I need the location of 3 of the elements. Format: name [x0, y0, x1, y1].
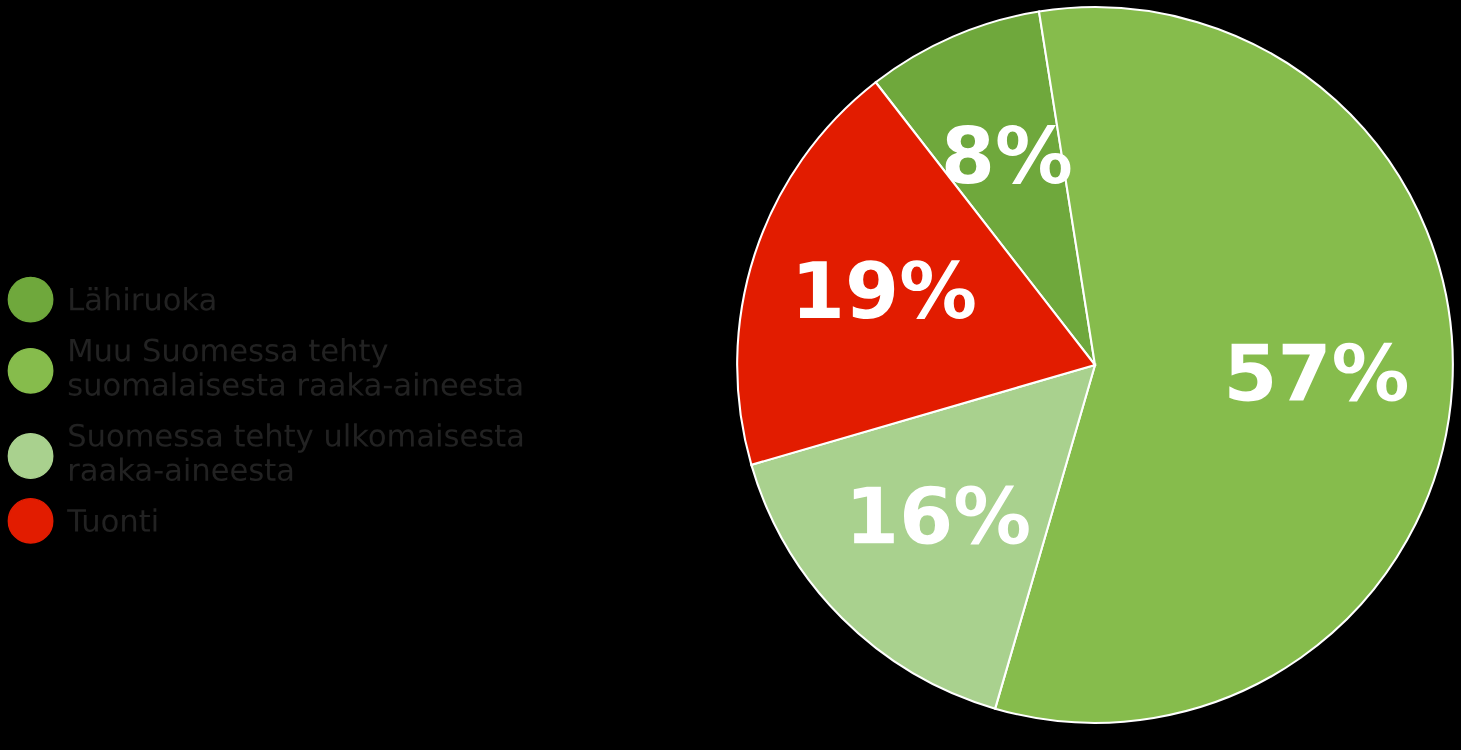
data-label: 16% — [853, 485, 1029, 545]
data-label: 19% — [799, 260, 975, 320]
data-label: 57% — [1229, 342, 1408, 402]
